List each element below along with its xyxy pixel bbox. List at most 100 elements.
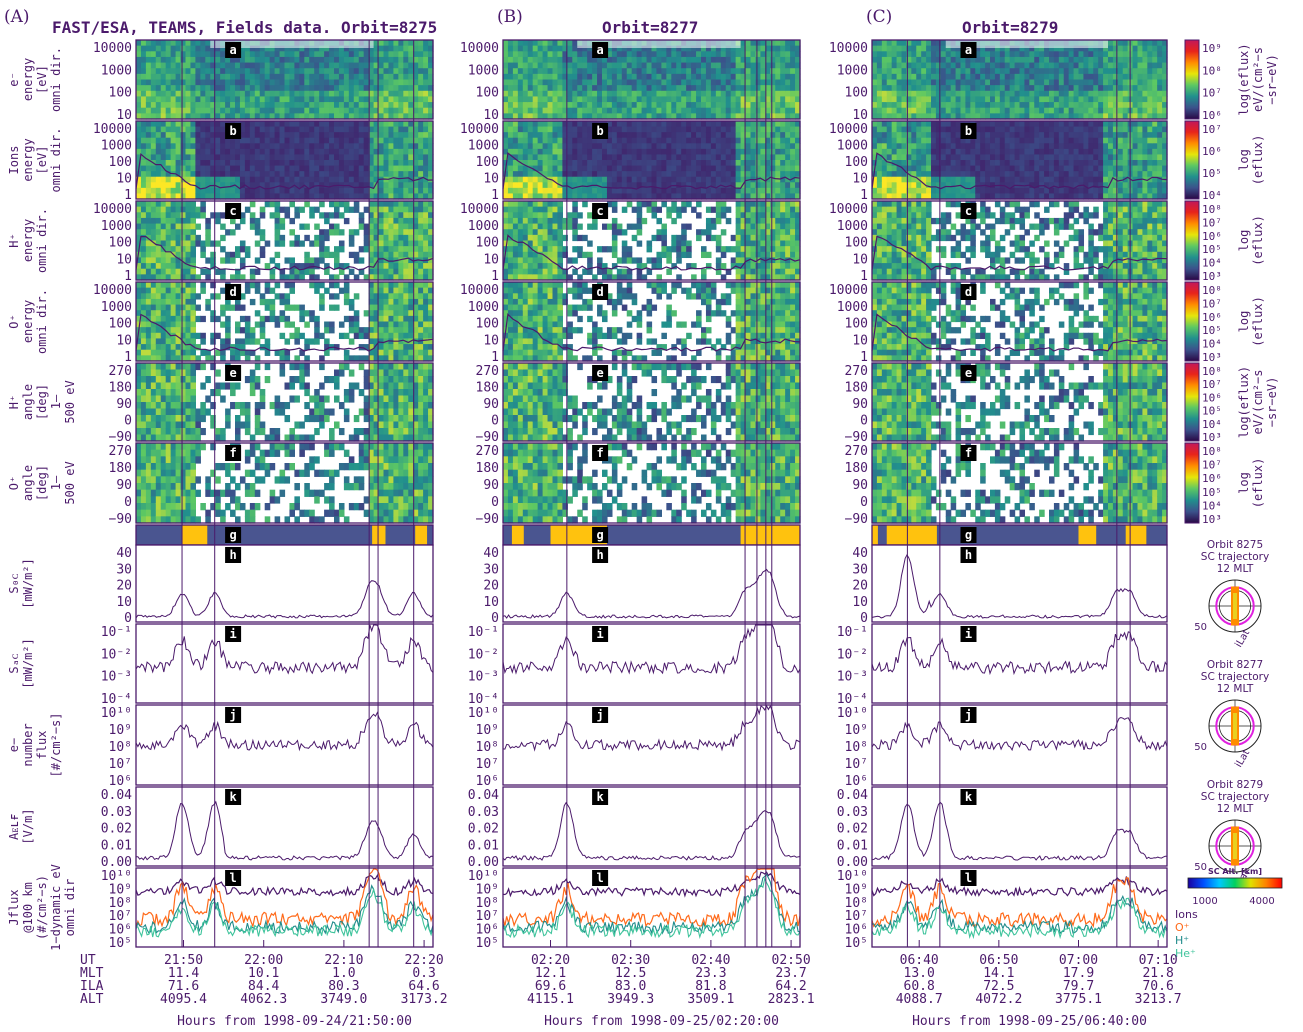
spectrogram-cell (602, 96, 608, 103)
spectrogram-cell (230, 56, 236, 64)
spectrogram-cell (383, 201, 390, 208)
spectrogram-cell (269, 402, 276, 410)
spectrogram-cell (616, 79, 623, 86)
spectrogram-cell (319, 421, 325, 429)
spectrogram-cell (358, 363, 365, 371)
spectrogram-cell (235, 79, 241, 86)
spectrogram-cell (235, 107, 241, 114)
spectrogram-cell (145, 469, 152, 477)
spectrogram-cell (314, 126, 320, 133)
spectrogram-cell (274, 102, 281, 109)
spectrogram-cell (299, 349, 305, 356)
spectrogram-cell (170, 187, 177, 195)
spectrogram-cell (210, 355, 216, 362)
spectrogram-cell (180, 463, 187, 471)
spectrogram-cell (567, 51, 573, 58)
spectrogram-cell (165, 137, 172, 144)
spectrogram-cell (225, 408, 231, 416)
spectrogram-cell (383, 182, 390, 189)
spectrogram-cell (190, 102, 196, 109)
spectrogram-cell (760, 56, 766, 64)
spectrogram-cell (185, 363, 192, 371)
spectrogram-cell (368, 73, 375, 81)
spectrogram-cell (740, 102, 747, 109)
spectrogram-cell (289, 240, 295, 247)
spectrogram-cell (279, 268, 286, 275)
spectrogram-cell (537, 160, 544, 167)
spectrogram-cell (750, 102, 757, 109)
panel-bg (136, 787, 433, 866)
spectrogram-cell (403, 212, 409, 219)
spectrogram-cell (170, 496, 177, 504)
spectrogram-cell (314, 113, 320, 120)
spectrogram-cell (180, 40, 187, 47)
ylabel-line: [mW/m²] (21, 558, 35, 609)
spectrogram-cell (582, 45, 588, 52)
spectrogram-cell (239, 160, 246, 167)
spectrogram-cell (423, 516, 429, 524)
spectrogram-cell (274, 223, 281, 230)
spectrogram-cell (244, 287, 251, 294)
spectrogram-cell (239, 193, 246, 200)
spectrogram-cell (274, 206, 281, 213)
spectrogram-cell (562, 102, 568, 109)
spectrogram-cell (155, 171, 162, 178)
spectrogram-cell (503, 182, 509, 189)
spectrogram-cell (319, 229, 325, 236)
spectrogram-cell (512, 56, 519, 64)
spectrogram-cell (373, 355, 380, 362)
spectrogram-cell (368, 349, 375, 356)
spectrogram-cell (621, 96, 628, 103)
spectrogram-cell (165, 90, 172, 98)
spectrogram-cell (200, 137, 206, 144)
spectrogram-cell (319, 154, 325, 161)
panel-tag: h (229, 548, 236, 562)
spectrogram-cell (383, 212, 390, 219)
spectrogram-cell (254, 137, 261, 144)
spectrogram-cell (552, 137, 559, 144)
spectrogram-cell (368, 217, 375, 225)
spectrogram-cell (225, 463, 231, 471)
spectrogram-cell (503, 51, 509, 58)
spectrogram-cell (165, 274, 172, 281)
spectrogram-cell (408, 349, 414, 356)
spectrogram-cell (398, 287, 404, 294)
spectrogram-cell (428, 223, 434, 230)
spectrogram-cell (230, 154, 236, 161)
spectrogram-cell (304, 165, 310, 172)
spectrogram-cell (160, 154, 167, 161)
spectrogram-cell (239, 304, 246, 311)
spectrogram-cell (155, 434, 162, 442)
region-span (415, 525, 428, 545)
spectrogram-cell (676, 90, 682, 98)
spectrogram-cell (150, 489, 157, 497)
spectrogram-cell (264, 187, 271, 195)
spectrogram-cell (775, 90, 781, 98)
spectrogram-cell (378, 304, 385, 311)
spectrogram-cell (720, 90, 727, 98)
spectrogram-cell (205, 240, 211, 247)
spectrogram-cell (160, 293, 167, 300)
spectrogram-cell (383, 171, 390, 178)
spectrogram-cell (646, 45, 653, 52)
spectrogram-cell (720, 45, 727, 52)
spectrogram-cell (220, 193, 226, 200)
spectrogram-cell (388, 246, 394, 253)
spectrogram-cell (180, 434, 187, 442)
spectrogram-cell (795, 56, 801, 64)
spectrogram-cell (358, 355, 365, 362)
spectrogram-cell (239, 421, 246, 429)
spectrogram-cell (314, 51, 320, 58)
spectrogram-cell (284, 321, 291, 328)
spectrogram-cell (423, 79, 429, 86)
spectrogram-cell (140, 338, 147, 345)
spectrogram-cell (319, 240, 325, 247)
spectrogram-cell (348, 187, 355, 195)
spectrogram-cell (353, 107, 360, 114)
spectrogram-cell (269, 434, 276, 442)
spectrogram-cell (170, 293, 177, 300)
spectrogram-cell (284, 143, 291, 150)
spectrogram-cell (765, 96, 771, 103)
column-tag: (B) (497, 7, 523, 27)
spectrogram-cell (259, 293, 266, 300)
